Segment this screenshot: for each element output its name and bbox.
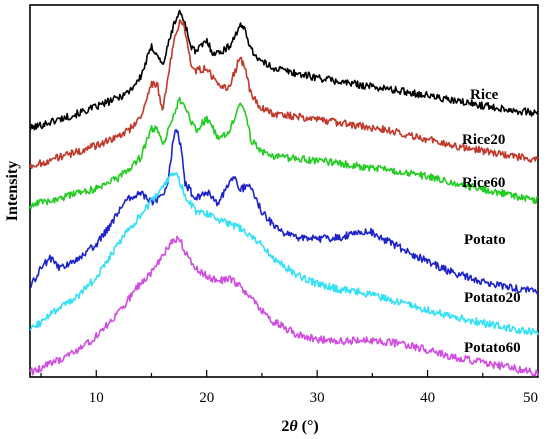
x-tick-label-40: 40 xyxy=(420,390,435,406)
series-label-potato: Potato xyxy=(464,232,506,248)
x-tick-label-20: 20 xyxy=(199,390,214,406)
series-layer xyxy=(29,9,539,377)
x-tick-label-30: 30 xyxy=(310,390,325,406)
x-axis-title-unit: (°) xyxy=(298,418,319,435)
series-label-potato60: Potato60 xyxy=(464,340,521,356)
series-line-potato xyxy=(29,128,539,296)
series-label-potato20: Potato20 xyxy=(464,290,521,306)
series-labels: Rice Rice20 Rice60 Potato Potato20 Potato60 xyxy=(462,87,521,356)
series-label-rice60: Rice60 xyxy=(462,175,505,191)
series-label-rice20: Rice20 xyxy=(462,132,505,148)
y-axis-title: Intensity xyxy=(4,161,21,221)
x-axis-title-prefix: 2 xyxy=(281,418,289,435)
series-line-rice60 xyxy=(29,96,539,210)
x-tick-label-50: 50 xyxy=(523,390,538,406)
ticks-layer: 10 20 30 40 50 xyxy=(40,370,538,406)
series-line-rice xyxy=(29,9,539,131)
series-line-potato20 xyxy=(29,172,539,336)
series-label-rice: Rice xyxy=(470,87,499,103)
series-line-rice20 xyxy=(29,19,539,169)
series-line-potato60 xyxy=(29,235,539,377)
x-tick-label-10: 10 xyxy=(89,390,104,406)
x-axis-title-variable: θ xyxy=(289,418,298,435)
plot-frame xyxy=(29,4,539,378)
x-axis-title: 2θ (°) xyxy=(281,418,318,435)
